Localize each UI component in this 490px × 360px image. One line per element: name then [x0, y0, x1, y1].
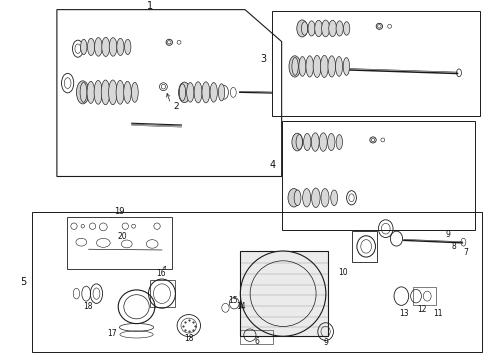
Text: 14: 14 — [236, 302, 246, 311]
Text: 7: 7 — [464, 248, 468, 257]
Ellipse shape — [202, 82, 210, 103]
Text: 11: 11 — [433, 309, 443, 318]
Ellipse shape — [87, 81, 95, 103]
Bar — [240, 330, 273, 345]
Text: 18: 18 — [184, 333, 194, 342]
Ellipse shape — [80, 39, 87, 55]
Ellipse shape — [312, 188, 320, 208]
Text: 8: 8 — [452, 242, 457, 251]
Bar — [32, 212, 482, 352]
Ellipse shape — [328, 56, 336, 77]
Bar — [67, 217, 172, 269]
Ellipse shape — [331, 190, 338, 206]
Ellipse shape — [328, 134, 335, 150]
Ellipse shape — [343, 58, 349, 75]
Ellipse shape — [311, 133, 319, 151]
Ellipse shape — [210, 82, 218, 102]
Ellipse shape — [123, 81, 131, 103]
Ellipse shape — [88, 38, 95, 55]
Ellipse shape — [304, 134, 311, 150]
Bar — [351, 231, 377, 262]
Text: 19: 19 — [114, 207, 124, 216]
Ellipse shape — [80, 82, 87, 102]
Text: 1: 1 — [147, 1, 153, 11]
Ellipse shape — [109, 80, 117, 105]
Ellipse shape — [321, 20, 330, 37]
Ellipse shape — [313, 55, 321, 77]
Text: 12: 12 — [417, 305, 427, 314]
Ellipse shape — [319, 133, 327, 151]
Ellipse shape — [321, 189, 329, 207]
Ellipse shape — [336, 21, 343, 36]
Ellipse shape — [329, 20, 337, 37]
Bar — [413, 287, 436, 305]
Ellipse shape — [102, 37, 110, 57]
Text: 13: 13 — [399, 309, 409, 318]
Ellipse shape — [101, 80, 110, 105]
Text: 9: 9 — [323, 338, 328, 347]
Ellipse shape — [76, 81, 89, 104]
Text: 10: 10 — [338, 268, 347, 277]
Text: 2: 2 — [174, 102, 179, 111]
Ellipse shape — [292, 133, 303, 151]
Ellipse shape — [187, 82, 194, 102]
Ellipse shape — [219, 84, 225, 101]
Text: 18: 18 — [83, 302, 93, 311]
Bar — [240, 251, 328, 336]
Ellipse shape — [308, 21, 315, 36]
Ellipse shape — [178, 82, 190, 103]
Ellipse shape — [296, 135, 302, 149]
Ellipse shape — [320, 55, 328, 77]
Text: 3: 3 — [260, 54, 266, 63]
Text: 20: 20 — [117, 232, 127, 241]
Ellipse shape — [336, 135, 343, 149]
Ellipse shape — [306, 56, 314, 77]
Text: 15: 15 — [228, 296, 238, 305]
Ellipse shape — [109, 38, 117, 56]
Text: 4: 4 — [270, 160, 276, 170]
Text: 17: 17 — [107, 329, 117, 338]
Ellipse shape — [343, 22, 350, 35]
Ellipse shape — [116, 81, 124, 104]
Text: 5: 5 — [21, 277, 27, 287]
Ellipse shape — [95, 38, 102, 56]
Bar — [150, 280, 175, 307]
Ellipse shape — [303, 189, 311, 207]
Ellipse shape — [301, 22, 308, 35]
Ellipse shape — [94, 81, 102, 104]
Ellipse shape — [294, 190, 301, 206]
Ellipse shape — [117, 38, 124, 55]
Bar — [282, 121, 475, 230]
Ellipse shape — [289, 56, 301, 77]
Bar — [272, 12, 480, 116]
Ellipse shape — [288, 189, 300, 207]
Text: 9: 9 — [445, 230, 450, 239]
Text: 6: 6 — [254, 337, 259, 346]
Ellipse shape — [179, 84, 186, 101]
Ellipse shape — [194, 82, 202, 103]
Ellipse shape — [315, 20, 322, 37]
Ellipse shape — [124, 39, 131, 55]
Ellipse shape — [336, 57, 343, 76]
Ellipse shape — [292, 58, 298, 75]
Ellipse shape — [297, 20, 308, 37]
Ellipse shape — [241, 251, 326, 336]
Ellipse shape — [131, 82, 138, 102]
Text: 16: 16 — [156, 269, 166, 278]
Ellipse shape — [299, 57, 306, 76]
